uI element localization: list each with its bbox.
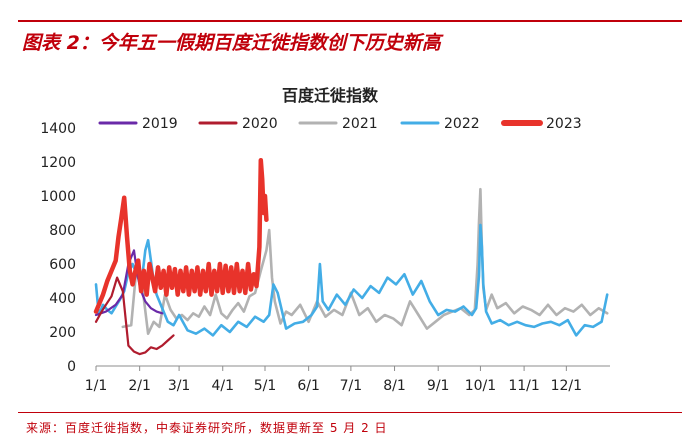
x-tick-label: 6/1 <box>297 378 320 394</box>
x-tick-label: 10/1 <box>465 378 496 394</box>
x-tick-label: 8/1 <box>383 378 406 394</box>
y-tick-label: 0 <box>67 359 76 375</box>
y-tick-label: 1000 <box>40 189 76 205</box>
y-tick-label: 800 <box>49 223 76 239</box>
series-line-2022 <box>94 223 609 337</box>
y-tick-label: 600 <box>49 257 76 273</box>
y-tick-label: 400 <box>49 291 76 307</box>
x-tick-label: 5/1 <box>254 378 277 394</box>
figure-title: 图表 2：今年五一假期百度迁徙指数创下历史新高 <box>22 32 441 54</box>
y-tick-label: 200 <box>49 325 76 341</box>
source-note: 来源：百度迁徙指数，中泰证券研究所，数据更新至 5 月 2 日 <box>26 421 388 435</box>
series-line-2023 <box>93 158 269 314</box>
header-rule <box>18 20 682 22</box>
x-tick-label: 3/1 <box>168 378 191 394</box>
x-tick-label: 1/1 <box>85 378 108 394</box>
legend-label-2019: 2019 <box>142 116 178 132</box>
legend-label-2021: 2021 <box>342 116 378 132</box>
x-tick-label: 7/1 <box>340 378 363 394</box>
series-line-2021 <box>121 187 609 336</box>
legend-label-2020: 2020 <box>242 116 278 132</box>
chart-title: 百度迁徙指数 <box>282 86 379 105</box>
footer-rule <box>18 412 682 413</box>
legend-label-2022: 2022 <box>444 116 480 132</box>
x-tick-label: 12/1 <box>551 378 582 394</box>
x-tick-label: 11/1 <box>508 378 539 394</box>
legend-label-2023: 2023 <box>546 116 582 132</box>
x-tick-label: 4/1 <box>211 378 234 394</box>
y-tick-label: 1200 <box>40 155 76 171</box>
y-tick-label: 1400 <box>40 121 76 137</box>
x-tick-label: 9/1 <box>427 378 450 394</box>
series-line-2020 <box>94 276 175 356</box>
x-tick-label: 2/1 <box>128 378 151 394</box>
